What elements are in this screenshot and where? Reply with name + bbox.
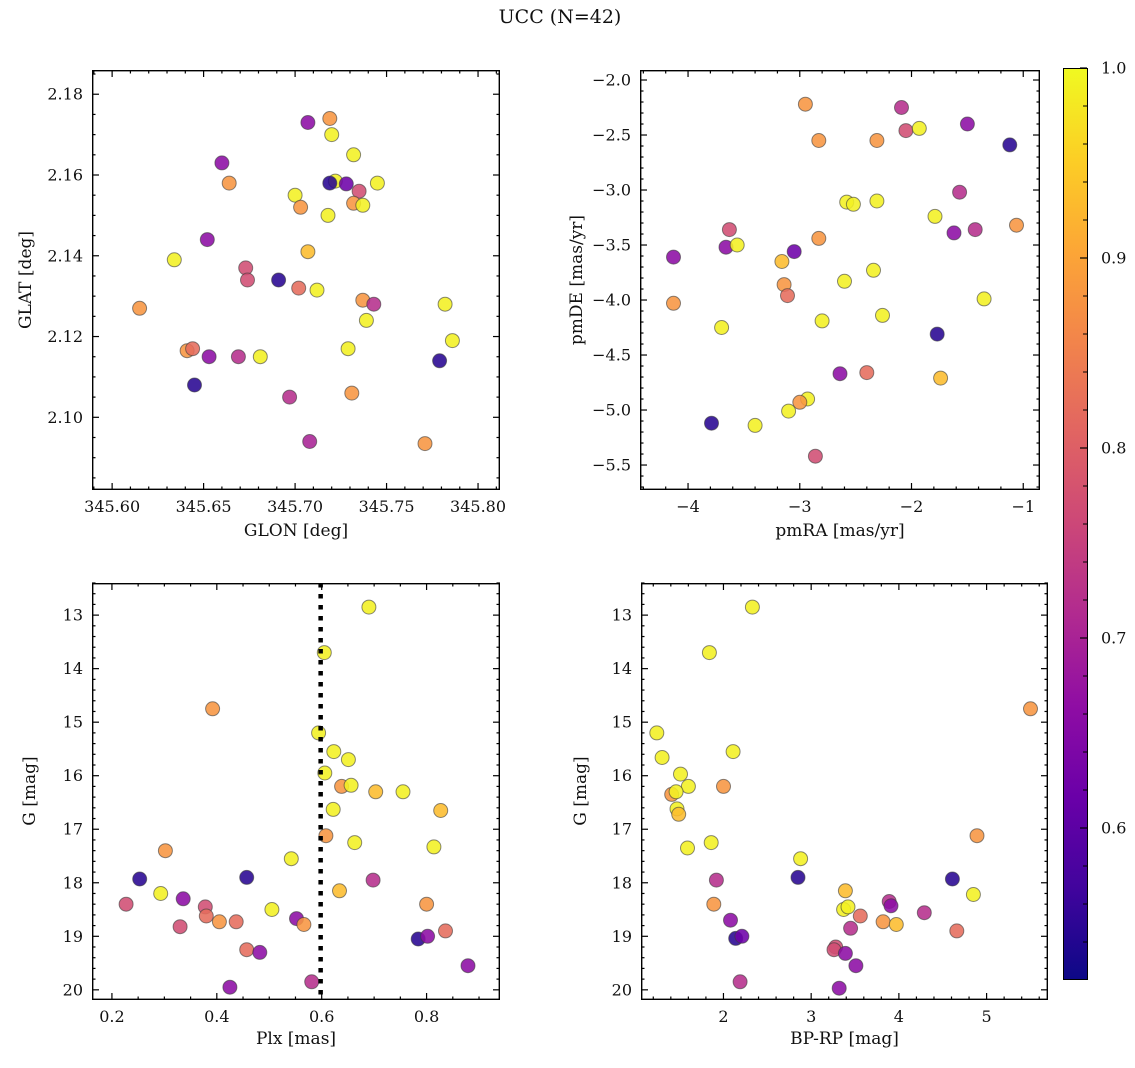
y-axis-label-pmde: pmDE [mas/yr] [567, 214, 587, 346]
panel-glon-glat: 345.60 345.65 345.70 345.75 345.80 2.10 2.12 2.… [47, 69, 506, 516]
plot-border [91, 582, 501, 1001]
svg-text:0.8: 0.8 [414, 1007, 439, 1026]
svg-text:−4: −4 [676, 497, 700, 516]
y-axis-label-g-left: G [mag] [20, 756, 40, 826]
svg-text:1.0: 1.0 [1101, 59, 1126, 78]
panel-plx-g: 0.2 0.4 0.6 0.8 13 14 15 16 17 18 19 20 [63, 582, 501, 1026]
svg-text:−4.0: −4.0 [592, 291, 631, 310]
svg-text:0.6: 0.6 [309, 1007, 334, 1026]
svg-text:0.8: 0.8 [1101, 439, 1126, 458]
colorbar: 1.0 0.9 0.8 0.7 0.6 [1063, 59, 1126, 980]
svg-text:−2.0: −2.0 [592, 71, 631, 90]
svg-text:20: 20 [612, 980, 632, 999]
svg-text:18: 18 [612, 873, 632, 892]
y-axis-label-g-right: G [mag] [571, 756, 591, 826]
svg-text:−2: −2 [900, 497, 924, 516]
scatter-pmra-pmde: −4 −3 −2 −1 −2.0 −2.5 −3.0 −3.5 −4.0 −4.5 −5.0 −5.5 [592, 69, 1041, 516]
svg-text:19: 19 [63, 927, 83, 946]
svg-text:−5.0: −5.0 [592, 401, 631, 420]
svg-text:4: 4 [894, 1007, 904, 1026]
axis-ticks [92, 70, 500, 490]
svg-text:3: 3 [806, 1007, 816, 1026]
svg-text:345.70: 345.70 [267, 497, 323, 516]
figure-title: UCC (N=42) [498, 6, 622, 28]
axis-ticks [641, 582, 1048, 1000]
plot-border [91, 69, 501, 491]
svg-text:13: 13 [612, 606, 632, 625]
svg-text:0.6: 0.6 [1101, 819, 1126, 838]
panel-bprp-g: 2 3 4 5 13 14 15 16 17 18 19 20 [612, 582, 1049, 1026]
scatter-points [118, 599, 476, 995]
svg-text:14: 14 [612, 659, 632, 678]
svg-text:20: 20 [63, 980, 83, 999]
svg-text:0.4: 0.4 [204, 1007, 229, 1026]
axis-ticks [640, 70, 1040, 490]
colorbar-ticks: 1.0 0.9 0.8 0.7 0.6 [1080, 59, 1126, 943]
svg-text:−3: −3 [788, 497, 812, 516]
svg-text:345.80: 345.80 [450, 497, 506, 516]
svg-text:−4.5: −4.5 [592, 346, 631, 365]
x-axis-label-plx: Plx [mas] [255, 1029, 337, 1049]
plot-border [639, 69, 1041, 491]
x-axis-label-bprp: BP-RP [mag] [790, 1029, 899, 1049]
svg-text:−5.5: −5.5 [592, 456, 631, 475]
svg-text:5: 5 [982, 1007, 992, 1026]
svg-text:16: 16 [63, 766, 83, 785]
svg-text:2.12: 2.12 [47, 327, 83, 346]
plot-border [640, 582, 1049, 1001]
svg-text:18: 18 [63, 873, 83, 892]
scatter-plx-g: 0.2 0.4 0.6 0.8 13 14 15 16 17 18 19 20 [63, 582, 501, 1026]
svg-text:19: 19 [612, 927, 632, 946]
scatter-points [649, 599, 1038, 996]
svg-text:2.16: 2.16 [47, 166, 83, 185]
scatter-bprp-g: 2 3 4 5 13 14 15 16 17 18 19 20 [612, 582, 1049, 1026]
svg-text:−3.5: −3.5 [592, 236, 631, 255]
svg-text:0.2: 0.2 [99, 1007, 124, 1026]
scatter-points [132, 111, 460, 452]
svg-text:−2.5: −2.5 [592, 126, 631, 145]
svg-text:2.14: 2.14 [47, 246, 83, 265]
x-axis-label-pmra: pmRA [mas/yr] [775, 521, 905, 541]
svg-text:17: 17 [63, 820, 83, 839]
x-axis-label-glon: GLON [deg] [243, 521, 349, 541]
svg-text:2: 2 [718, 1007, 728, 1026]
svg-text:−3.0: −3.0 [592, 181, 631, 200]
scatter-points [666, 96, 1024, 464]
svg-text:14: 14 [63, 659, 83, 678]
panel-pmra-pmde: −4 −3 −2 −1 −2.0 −2.5 −3.0 −3.5 −4.0 −4.5 −5.0 −5.5 [592, 69, 1041, 516]
y-axis-label-glat: GLAT [deg] [16, 230, 36, 330]
scatter-glon-glat: 345.60 345.65 345.70 345.75 345.80 2.10 2.12 2.… [47, 69, 506, 516]
svg-text:17: 17 [612, 820, 632, 839]
svg-text:−1: −1 [1011, 497, 1035, 516]
axis-ticks [92, 582, 500, 1000]
svg-text:15: 15 [63, 713, 83, 732]
svg-text:15: 15 [612, 713, 632, 732]
svg-text:345.65: 345.65 [176, 497, 232, 516]
svg-text:16: 16 [612, 766, 632, 785]
svg-text:0.7: 0.7 [1101, 629, 1126, 648]
svg-text:2.10: 2.10 [47, 408, 83, 427]
svg-text:0.9: 0.9 [1101, 249, 1126, 268]
svg-text:2.18: 2.18 [47, 85, 83, 104]
svg-text:13: 13 [63, 606, 83, 625]
svg-text:345.60: 345.60 [84, 497, 140, 516]
svg-text:345.75: 345.75 [359, 497, 415, 516]
